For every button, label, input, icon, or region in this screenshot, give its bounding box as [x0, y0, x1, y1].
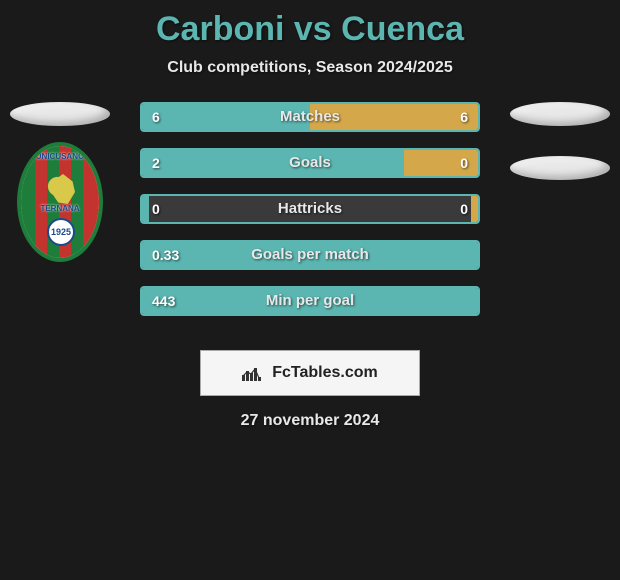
stat-label: Hattricks [142, 196, 478, 222]
crest-dragon-icon [43, 172, 79, 208]
brand-badge[interactable]: FcTables.com [200, 350, 420, 396]
bar-chart-icon [242, 363, 266, 383]
left-player-column: UNICUSANO TERNANA 1925 [0, 102, 120, 262]
player-right-placeholder-icon [510, 102, 610, 126]
player-left-placeholder-icon [10, 102, 110, 126]
stat-row: 66Matches [140, 102, 480, 132]
crest-mid-text: TERNANA [21, 204, 99, 213]
comparison-panel: UNICUSANO TERNANA 1925 66Matches 20Goals 0… [0, 102, 620, 342]
brand-text: FcTables.com [272, 364, 378, 382]
stat-label: Min per goal [142, 288, 478, 314]
team-crest: UNICUSANO TERNANA 1925 [10, 142, 110, 262]
team-right-placeholder-icon [510, 156, 610, 180]
stat-row: 443Min per goal [140, 286, 480, 316]
stat-row: 0.33Goals per match [140, 240, 480, 270]
stat-row: 20Goals [140, 148, 480, 178]
stat-label: Matches [142, 104, 478, 130]
stat-row: 00Hattricks [140, 194, 480, 224]
stat-label: Goals [142, 150, 478, 176]
subtitle: Club competitions, Season 2024/2025 [0, 49, 620, 77]
crest-top-text: UNICUSANO [21, 152, 99, 161]
snapshot-date: 27 november 2024 [0, 396, 620, 430]
stat-label: Goals per match [142, 242, 478, 268]
stats-bars: 66Matches 20Goals 00Hattricks 0.33Goals per… [140, 102, 480, 332]
page-title: Carboni vs Cuenca [0, 0, 620, 49]
crest-year-badge: 1925 [47, 218, 75, 246]
right-player-column [500, 102, 620, 180]
